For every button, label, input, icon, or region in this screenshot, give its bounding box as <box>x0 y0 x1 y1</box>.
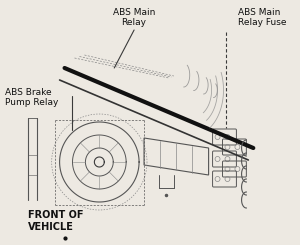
Text: ABS Main
Relay Fuse: ABS Main Relay Fuse <box>238 8 287 27</box>
Text: ABS Main
Relay: ABS Main Relay <box>113 8 155 27</box>
Text: ABS Brake
Pump Relay: ABS Brake Pump Relay <box>5 88 58 107</box>
Text: FRONT OF
VEHICLE: FRONT OF VEHICLE <box>28 210 83 232</box>
